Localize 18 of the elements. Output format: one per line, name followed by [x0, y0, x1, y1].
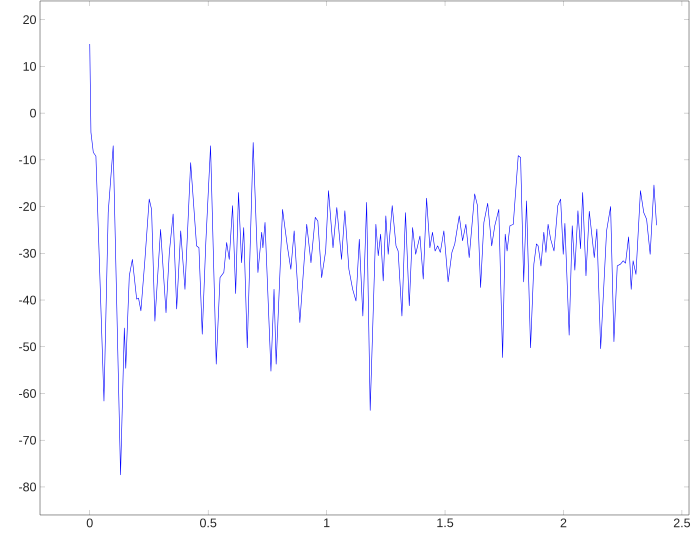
y-tick-label: -30: [19, 248, 36, 258]
y-tick-label: -20: [19, 202, 36, 211]
x-tick-label: 0: [86, 518, 93, 528]
x-tick-label: 0.5: [200, 518, 216, 528]
y-tick-label: -10: [19, 155, 36, 164]
x-tick-label: 1: [324, 518, 330, 528]
y-tick-label: -60: [19, 389, 36, 398]
y-tick-label: 20: [23, 15, 36, 24]
y-tick-label: -40: [19, 296, 36, 304]
x-tick-label: 2.5: [674, 518, 690, 528]
y-tick-label: -50: [19, 342, 36, 352]
y-tick-label: 10: [24, 62, 36, 71]
x-tick-label: 2: [560, 518, 566, 528]
x-tick-label: 1.5: [437, 518, 454, 528]
y-tick-label: -70: [19, 436, 36, 445]
y-tick-label: 0: [30, 108, 36, 118]
line-series: [89, 44, 657, 476]
y-tick-label: -80: [19, 482, 36, 492]
